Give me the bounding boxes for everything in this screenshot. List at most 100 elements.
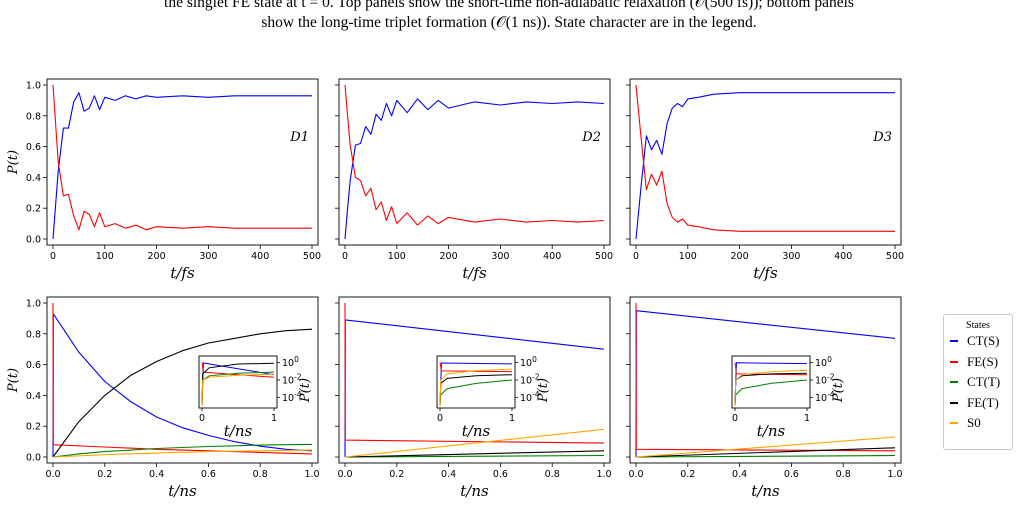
x-axis-label: t/fs [753,264,778,282]
y-tick-label: 0.0 [26,235,41,246]
x-tick-label: 0.4 [441,469,456,480]
legend-swatch [950,401,958,404]
x-tick-label: 500 [303,251,321,262]
inset-frame [731,355,811,409]
caption-line-1: the singlet FE state at t = 0. Top panel… [164,0,854,11]
inset-x-axis-label: t/ns [224,422,253,440]
y-tick-label: 0.0 [26,453,41,464]
y-tick-label: 0.8 [26,111,41,122]
x-tick-label: 0.6 [784,469,799,480]
series-line [635,302,896,452]
x-tick-label: 400 [251,251,269,262]
x-tick-label: 300 [491,251,509,262]
axes-frame [46,296,319,464]
y-tick-label: 0.4 [26,391,41,402]
series-line [52,302,313,455]
axes-frame [338,78,611,246]
inset-y-tick-label: 10-2 [282,372,302,386]
x-tick-label: 0.8 [545,469,560,480]
y-axis-label: P(t) [6,368,21,393]
inset-x-tick-label: 1 [804,413,810,424]
inset-y-tick-label: 10-4 [520,390,540,404]
x-tick-label: 0.6 [201,469,216,480]
series-line [52,313,313,458]
y-tick-label: 0.8 [26,329,41,340]
panel-label: D3 [872,130,892,145]
legend-label: CT(S) [967,333,1000,349]
inset-x-tick-label: 0 [732,413,738,424]
inset-y-tick-label: 100 [282,355,299,369]
axes-frame [629,78,902,246]
inset-series-line [201,362,275,378]
x-tick-label: 0.0 [337,469,352,480]
x-tick-label: 0.8 [253,469,268,480]
x-tick-label: 0.6 [493,469,508,480]
y-axis-label: P(t) [6,150,21,175]
legend-item: FE(S) [944,352,1012,373]
x-tick-label: 200 [148,251,166,262]
y-tick-label: 0.6 [26,142,41,153]
series-line [635,447,896,458]
legend-item: S0 [944,413,1012,434]
y-tick-label: 1.0 [26,81,41,92]
legend-label: FE(S) [967,353,999,369]
x-tick-label: 500 [886,251,904,262]
x-axis-label: t/ns [460,482,489,500]
x-tick-label: 0.4 [149,469,164,480]
legend-swatch [950,360,958,363]
series-line [344,302,605,444]
x-tick-label: 100 [96,251,114,262]
x-tick-label: 300 [782,251,800,262]
figure-caption: the singlet FE state at t = 0. Top panel… [0,0,1018,33]
legend-swatch [950,422,958,425]
y-tick-label: 1.0 [26,299,41,310]
x-tick-label: 400 [834,251,852,262]
inset-series-line [734,362,808,376]
x-tick-label: 0.2 [680,469,695,480]
x-tick-label: 1.0 [596,469,611,480]
legend-item: FE(T) [944,393,1012,414]
x-tick-label: 500 [595,251,613,262]
x-tick-label: 1.0 [887,469,902,480]
x-axis-label: t/ns [168,482,197,500]
inset-y-tick-label: 100 [815,355,832,369]
x-tick-label: 0 [50,251,56,262]
series-line [344,98,605,240]
x-tick-label: 0.8 [836,469,851,480]
panel-label: D2 [581,130,601,145]
inset-series-line [439,368,513,407]
series-line [52,449,313,458]
x-tick-label: 0.0 [45,469,60,480]
inset-y-tick-label: 10-4 [815,390,835,404]
legend-item: CT(T) [944,372,1012,393]
x-tick-label: 200 [731,251,749,262]
x-tick-label: 0.4 [732,469,747,480]
y-tick-label: 0.2 [26,422,41,433]
series-line [344,84,605,226]
inset-x-tick-label: 1 [509,413,515,424]
x-tick-label: 0 [342,251,348,262]
y-tick-label: 0.4 [26,173,41,184]
series-line [52,84,312,231]
legend: States CT(S) FE(S) CT(T) FE(T) S0 [943,314,1013,450]
x-axis-label: t/fs [170,264,195,282]
x-tick-label: 0.2 [389,469,404,480]
x-tick-label: 100 [679,251,697,262]
axes-frame [629,296,902,464]
axes-frame [338,296,611,464]
legend-title: States [966,320,990,331]
legend-swatch [950,381,958,384]
legend-label: CT(T) [967,374,1001,390]
inset-frame [436,355,516,409]
x-axis-label: t/fs [462,264,487,282]
legend-label: FE(T) [967,394,999,410]
x-tick-label: 0.2 [97,469,112,480]
inset-y-axis-label: P(t) [536,378,551,403]
inset-y-tick-label: 10-2 [520,372,540,386]
x-tick-label: 200 [440,251,458,262]
inset-y-tick-label: 100 [520,355,537,369]
legend-swatch [950,340,958,343]
x-axis-label: t/ns [751,482,780,500]
series-line [635,454,896,458]
